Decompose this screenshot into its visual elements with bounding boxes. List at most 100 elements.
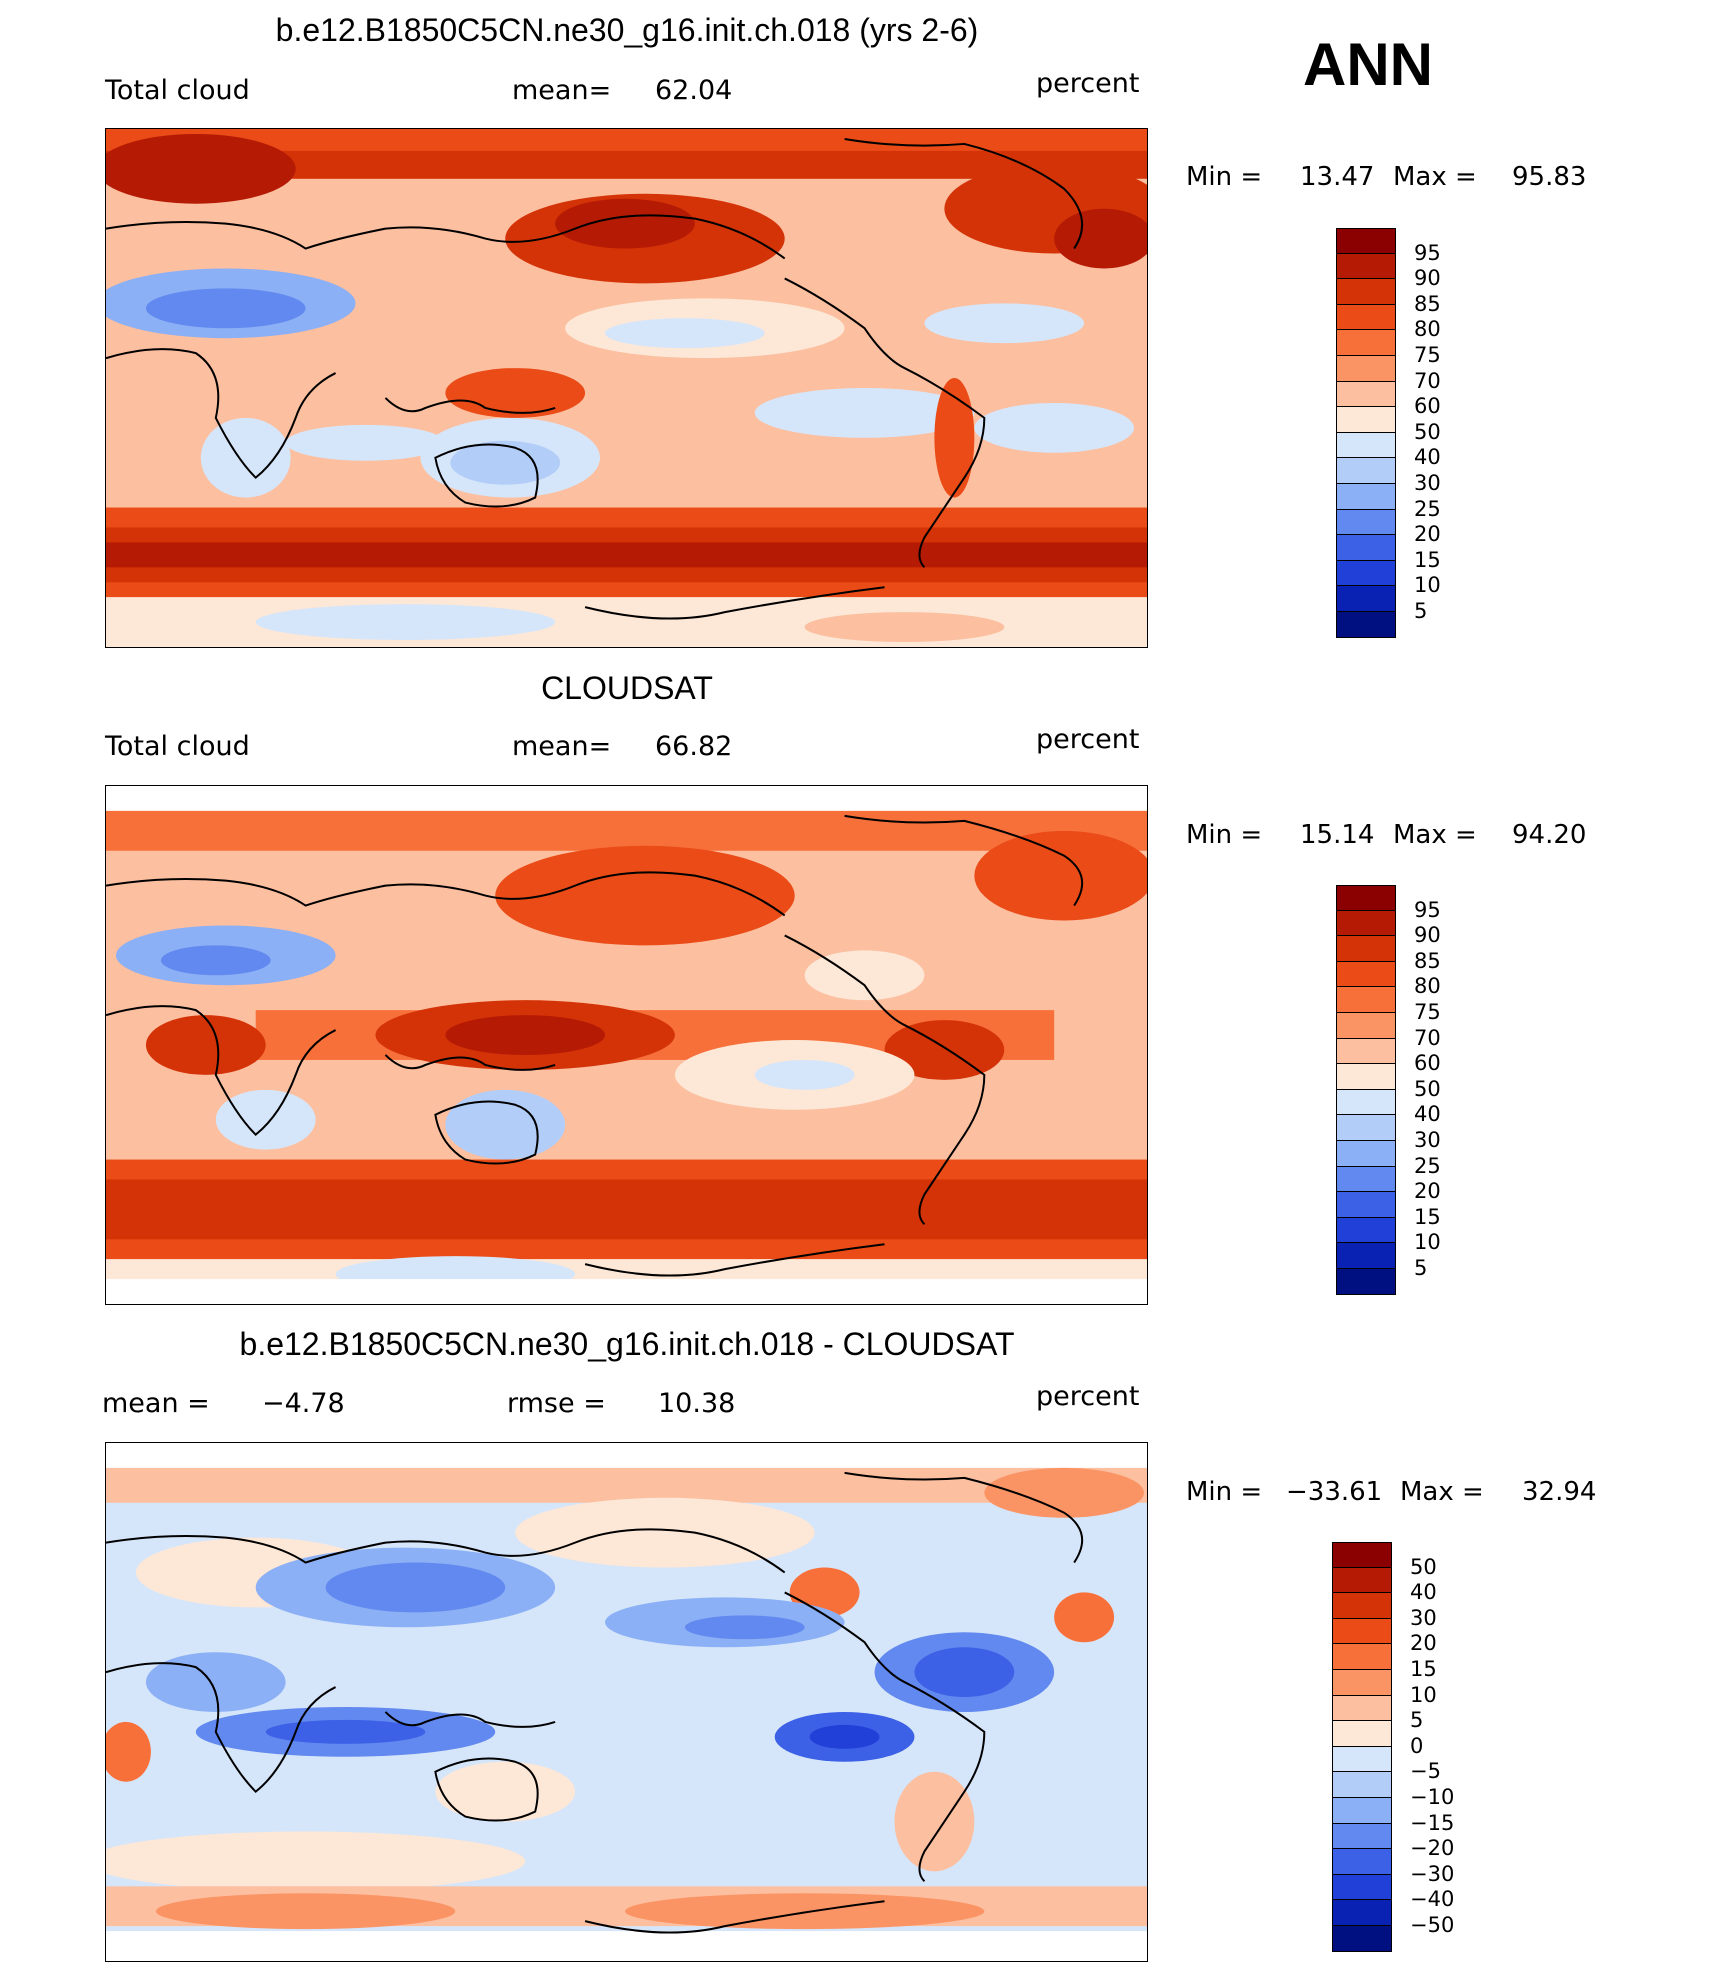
colorbar-tick-label: −30 [1410,1861,1455,1886]
difference-map [105,1442,1148,1962]
colorbar-swatch [1336,987,1396,1013]
colorbar [1332,1542,1392,1952]
colorbar-swatch [1336,253,1396,280]
colorbar-tick-label: 15 [1414,1204,1441,1229]
colorbar-tick-label: 40 [1414,1102,1441,1127]
min-value: −33.61 [1286,1477,1383,1507]
mean-label: mean= [512,75,612,106]
max-label: Max = [1393,162,1477,192]
mean-value: 66.82 [655,731,733,762]
colorbar-tick-label: 25 [1414,1153,1441,1178]
colorbar-tick-label: 10 [1414,573,1441,598]
colorbar-swatch [1336,1038,1396,1065]
colorbar-swatch [1336,1064,1396,1090]
variable-label: Total cloud [105,731,250,762]
units-label: percent [1036,68,1140,99]
colorbar-tick-label: 75 [1414,1000,1441,1024]
max-value: 94.20 [1512,820,1587,850]
colorbar-tick-label: 50 [1410,1554,1437,1579]
colorbar-tick-label: 15 [1414,547,1441,572]
colorbar-swatch [1332,1695,1392,1722]
colorbar-swatch [1336,509,1396,536]
colorbar-swatch [1336,1140,1396,1167]
colorbar-swatch [1336,1192,1396,1218]
colorbar [1336,885,1396,1295]
max-value: 95.83 [1512,162,1587,192]
colorbar-swatch [1336,936,1396,962]
colorbar-tick-label: 30 [1414,1128,1441,1152]
min-label: Min = [1186,1477,1263,1507]
colorbar-tick-label: 20 [1414,522,1441,547]
colorbar-tick-label: 40 [1414,445,1441,470]
colorbar-swatch [1332,1874,1392,1901]
colorbar-swatch [1332,1772,1392,1798]
colorbar-swatch [1332,1593,1392,1619]
colorbar-tick-label: 5 [1410,1708,1424,1733]
colorbar-swatch [1336,1012,1396,1039]
colorbar-tick-label: −5 [1410,1759,1441,1784]
rmse-label: rmse = [507,1388,606,1419]
colorbar-swatch [1336,228,1396,254]
colorbar-swatch [1332,1669,1392,1696]
colorbar-tick-label: 90 [1414,266,1441,291]
colorbar-swatch [1332,1542,1392,1568]
colorbar-swatch [1336,407,1396,433]
obs-cloud-map [105,785,1148,1305]
colorbar-swatch [1336,381,1396,408]
colorbar-swatch [1336,910,1396,937]
colorbar-tick-label: 50 [1414,419,1441,444]
colorbar-swatch [1332,1721,1392,1747]
colorbar-tick-label: 25 [1414,496,1441,521]
colorbar-tick-label: 5 [1414,599,1428,623]
colorbar-tick-label: 80 [1414,317,1441,342]
colorbar-swatch [1336,961,1396,988]
colorbar-tick-label: 70 [1414,1025,1441,1050]
colorbar-swatch [1332,1644,1392,1670]
colorbar-tick-label: 15 [1410,1657,1437,1681]
colorbar-tick-label: −50 [1410,1913,1455,1937]
min-label: Min = [1186,820,1263,850]
mean-value: −4.78 [262,1388,345,1419]
min-label: Min = [1186,162,1263,192]
rmse-value: 10.38 [658,1388,736,1419]
colorbar-swatch [1336,432,1396,459]
panel-title: b.e12.B1850C5CN.ne30_g16.init.ch.018 - C… [239,1326,1015,1362]
colorbar-swatch [1332,1849,1392,1875]
units-label: percent [1036,1381,1140,1412]
panel-title: CLOUDSAT [541,670,713,706]
colorbar-swatch [1336,586,1396,612]
colorbar-tick-label: 75 [1414,343,1441,367]
colorbar-swatch [1332,1746,1392,1773]
colorbar-swatch [1336,355,1396,382]
colorbar-swatch [1336,304,1396,331]
colorbar-tick-label: 90 [1414,923,1441,948]
colorbar-swatch [1336,1268,1396,1295]
colorbar-tick-label: 10 [1410,1682,1437,1707]
colorbar-swatch [1336,1089,1396,1116]
min-value: 15.14 [1300,820,1375,850]
max-label: Max = [1393,820,1477,850]
colorbar-tick-label: 20 [1410,1631,1437,1656]
mean-label: mean= [512,731,612,762]
colorbar-swatch [1336,330,1396,356]
min-value: 13.47 [1300,162,1375,192]
colorbar-tick-label: −15 [1410,1810,1455,1835]
colorbar-swatch [1336,1243,1396,1269]
model-cloud-map [105,128,1148,648]
colorbar-tick-label: 30 [1414,471,1441,495]
season-label: ANN [1303,31,1433,98]
colorbar-swatch [1336,560,1396,587]
colorbar-tick-label: 10 [1414,1230,1441,1255]
colorbar-tick-label: 60 [1414,394,1441,419]
colorbar-tick-label: 5 [1414,1256,1428,1280]
colorbar-tick-label: 80 [1414,974,1441,999]
colorbar-tick-label: 30 [1410,1605,1437,1630]
colorbar-tick-label: −10 [1410,1785,1455,1809]
colorbar-tick-label: −20 [1410,1836,1455,1861]
colorbar-tick-label: 85 [1414,948,1441,973]
colorbar-swatch [1336,885,1396,911]
colorbar-tick-label: 70 [1414,368,1441,393]
colorbar-swatch [1332,1797,1392,1824]
colorbar-tick-label: 95 [1414,897,1441,922]
units-label: percent [1036,724,1140,755]
